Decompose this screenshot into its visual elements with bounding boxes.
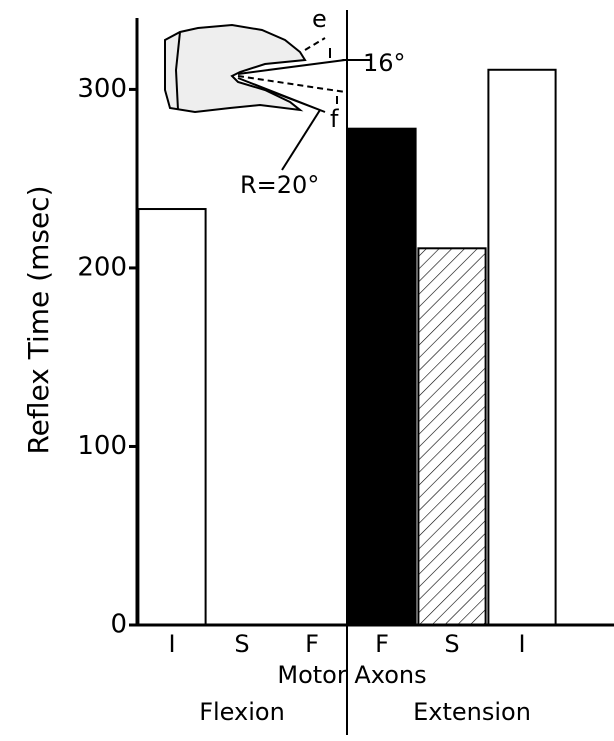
annotation: R=20°	[240, 171, 319, 199]
bar	[347, 127, 417, 626]
x-tick-label: I	[168, 630, 175, 658]
claw-drawing	[164, 23, 370, 171]
y-tick-label: 300	[77, 74, 127, 104]
y-axis-label: Reflex Time (msec)	[22, 185, 55, 454]
y-tick-label: 200	[77, 252, 127, 282]
bar	[487, 68, 557, 626]
annotation: f	[330, 105, 339, 133]
annotation: 16°	[363, 49, 406, 77]
x-axis-label: Motor Axons	[277, 661, 426, 689]
x-tick-label: S	[234, 630, 249, 658]
bar	[417, 247, 487, 626]
bar	[137, 208, 207, 627]
x-tick-label: F	[305, 630, 319, 658]
y-tick-label: 0	[110, 610, 127, 640]
x-tick-label: S	[444, 630, 459, 658]
group-label: Extension	[413, 698, 531, 726]
x-tick-label: F	[375, 630, 389, 658]
annotation: e	[312, 5, 327, 33]
group-label: Flexion	[199, 698, 285, 726]
x-tick-label: I	[518, 630, 525, 658]
y-tick-label: 100	[77, 431, 127, 461]
